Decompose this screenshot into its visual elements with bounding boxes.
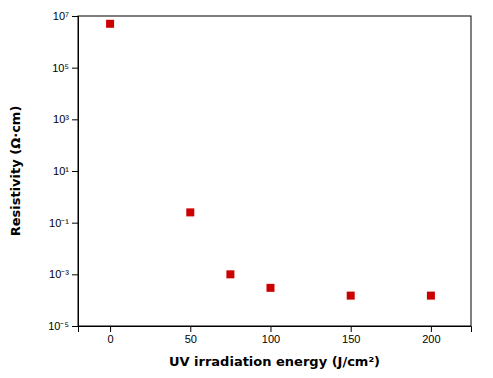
y-tick: 10⁵ xyxy=(52,62,78,74)
chart-svg: 0 50 100 150 200 10⁻⁵ 10⁻³ 10⁻¹ 10¹ 10³ 10⁵ 10⁷ UV i… xyxy=(0,0,493,378)
x-tick: 100 xyxy=(262,326,280,345)
point xyxy=(347,292,355,300)
point xyxy=(186,208,194,216)
x-tick: 50 xyxy=(185,326,197,345)
x-axis-line xyxy=(79,327,472,333)
y-tick-label: 10⁻³ xyxy=(49,268,69,280)
point xyxy=(106,20,114,28)
y-tick-mark xyxy=(72,119,78,120)
y-tick: 10⁻⁵ xyxy=(48,320,78,332)
y-axis: 10⁻⁵ 10⁻³ 10⁻¹ 10¹ 10³ 10⁵ 10⁷ xyxy=(48,10,78,332)
y-tick-label: 10⁻¹ xyxy=(49,217,69,229)
x-tick: 0 xyxy=(108,326,114,345)
y-tick-mark xyxy=(72,171,78,172)
x-tick-label: 100 xyxy=(262,333,280,345)
x-tick-label: 50 xyxy=(185,333,197,345)
point xyxy=(226,270,234,278)
y-tick-mark xyxy=(72,68,78,69)
point xyxy=(266,284,274,292)
y-tick-label: 10⁻⁵ xyxy=(48,320,69,332)
y-tick-mark xyxy=(72,16,78,17)
x-axis: 0 50 100 150 200 xyxy=(79,326,472,345)
y-tick-mark xyxy=(72,326,78,327)
y-tick: 10⁷ xyxy=(53,10,78,22)
y-tick-label: 10⁷ xyxy=(53,10,69,22)
y-tick-label: 10¹ xyxy=(53,165,69,177)
x-tick-mark xyxy=(270,326,271,332)
x-tick-mark xyxy=(110,326,111,332)
plot-area: 0 50 100 150 200 10⁻⁵ 10⁻³ 10⁻¹ 10¹ 10³ 10⁵ 10⁷ xyxy=(48,10,471,345)
x-tick-mark xyxy=(431,326,432,332)
y-tick: 10³ xyxy=(53,113,78,125)
x-tick-mark xyxy=(190,326,191,332)
x-tick: 150 xyxy=(342,326,360,345)
y-tick-label: 10⁵ xyxy=(52,62,69,74)
points xyxy=(106,20,435,300)
plot-frame xyxy=(78,16,471,326)
y-tick-label: 10³ xyxy=(53,113,69,125)
point xyxy=(427,292,435,300)
y-tick: 10¹ xyxy=(53,165,78,177)
y-tick: 10⁻³ xyxy=(49,268,78,280)
x-tick-label: 200 xyxy=(422,333,440,345)
x-tick-label: 150 xyxy=(342,333,360,345)
y-axis-line xyxy=(72,17,79,327)
x-tick-label: 0 xyxy=(108,333,114,345)
x-axis-title: UV irradiation energy (J/cm²) xyxy=(169,354,380,369)
y-tick: 10⁻¹ xyxy=(49,217,78,229)
y-tick-mark xyxy=(72,274,78,275)
x-tick: 200 xyxy=(422,326,440,345)
x-tick-mark xyxy=(351,326,352,332)
y-axis-title: Resistivity (Ω·cm) xyxy=(8,106,23,237)
y-tick-mark xyxy=(72,223,78,224)
